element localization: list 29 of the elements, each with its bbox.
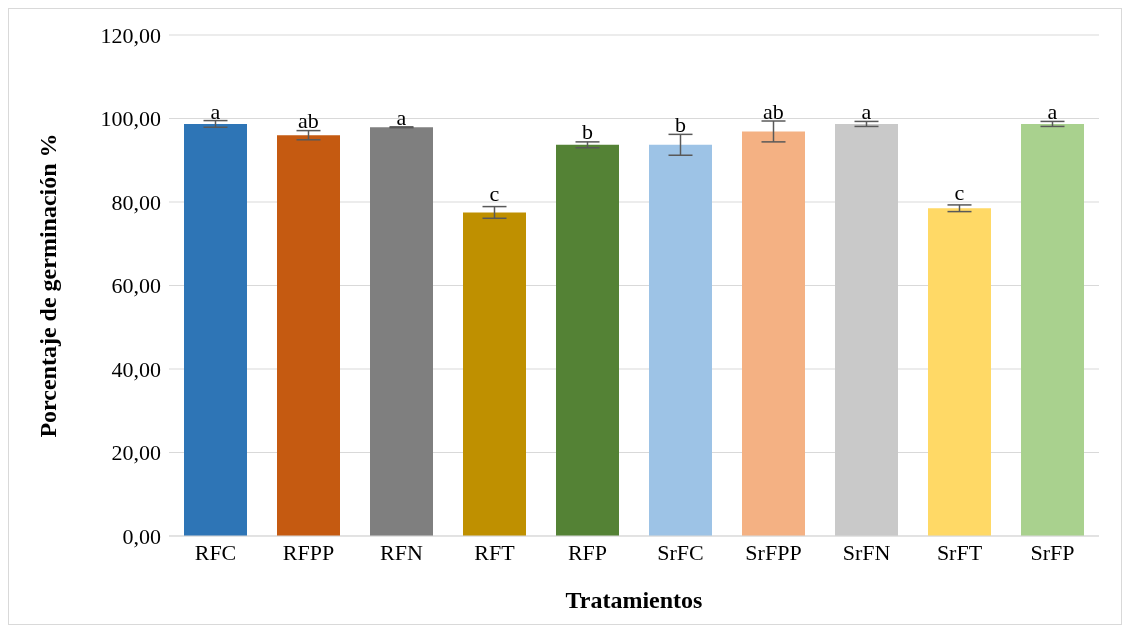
annotation: a [396,104,407,130]
x-tick-label: SrFC [657,539,704,565]
y-tick-label: 60,00 [111,273,161,299]
annotation: b [582,119,593,145]
y-axis-title: Porcentaje de germinación % [34,133,61,438]
annotation: ab [763,98,784,124]
x-tick-label: SrFPP [745,539,802,565]
x-tick-label: RFPP [282,539,335,565]
annotation: c [954,179,965,205]
x-tick-label: SrFN [842,539,891,565]
x-tick-label: RFT [474,539,516,565]
x-axis-title: Tratamientos [565,587,703,613]
y-tick-label: 20,00 [111,440,161,466]
annotation: a [861,99,872,125]
annotation: a [1047,99,1058,125]
x-tick-label: RFP [567,539,608,565]
annotation: c [489,181,500,207]
y-tick-label: 100,00 [100,106,161,132]
x-tick-label: RFN [380,539,424,565]
annotation: ab [298,108,319,134]
y-tick-label: 80,00 [111,189,161,215]
y-tick-label: 0,00 [122,523,161,549]
annotation: a [210,98,221,124]
x-tick-label: SrFT [936,539,983,565]
annotation: b [675,111,686,137]
x-tick-label: SrFP [1030,539,1075,565]
x-tick-label: RFC [194,539,237,565]
y-tick-label: 40,00 [111,356,161,382]
y-tick-label: 120,00 [100,22,161,48]
